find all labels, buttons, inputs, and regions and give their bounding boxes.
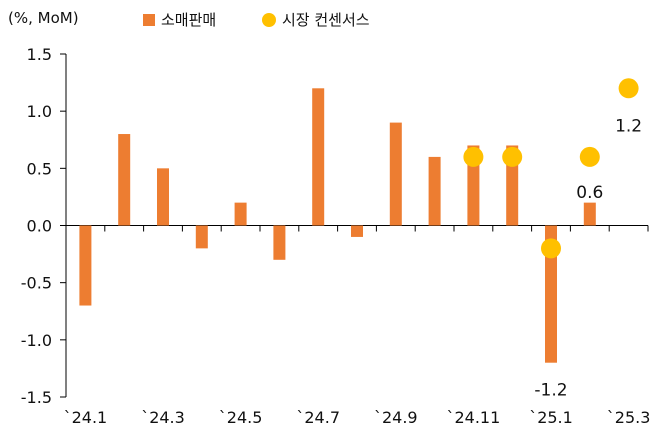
bar-retail-sales xyxy=(273,225,286,260)
y-tick-label: -1.0 xyxy=(21,331,52,350)
dot-consensus xyxy=(618,78,639,99)
y-tick-label: 1.0 xyxy=(27,102,52,121)
x-tick-label: `25.3 xyxy=(607,408,651,427)
data-label: 0.6 xyxy=(576,183,603,203)
legend-label-retail-sales: 소매판매 xyxy=(161,11,217,29)
dot-consensus xyxy=(579,146,600,167)
legend-bar-swatch xyxy=(143,13,155,26)
bar-retail-sales xyxy=(157,168,169,226)
dot-consensus xyxy=(463,146,484,167)
y-tick-label: 0.5 xyxy=(27,159,52,178)
legend-dot-swatch xyxy=(262,12,276,27)
legend-item-retail-sales: 소매판매 xyxy=(143,9,216,30)
x-tick-label: `24.1 xyxy=(64,408,108,427)
bar-retail-sales xyxy=(583,202,596,226)
bar-retail-sales xyxy=(389,122,402,226)
bar-retail-sales xyxy=(79,225,92,306)
y-tick-label: 1.5 xyxy=(27,45,52,64)
data-label: 1.2 xyxy=(615,116,642,136)
x-tick-label: `24.11 xyxy=(446,408,500,427)
x-tick-label: `24.3 xyxy=(141,408,185,427)
y-tick-label: 0.0 xyxy=(27,217,52,236)
bar-retail-sales xyxy=(351,225,363,237)
y-tick-label: -0.5 xyxy=(21,274,52,293)
legend-label-consensus: 시장 컨센서스 xyxy=(282,11,370,29)
bar-retail-sales xyxy=(312,88,325,226)
x-tick-label: `24.9 xyxy=(374,408,418,427)
dot-consensus xyxy=(502,146,523,167)
bar-retail-sales xyxy=(545,225,557,363)
bar-retail-sales xyxy=(428,156,441,226)
y-tick-label: -1.5 xyxy=(21,388,52,407)
bar-retail-sales xyxy=(118,134,131,226)
legend-item-consensus: 시장 컨센서스 xyxy=(262,9,370,30)
x-tick-label: `24.7 xyxy=(296,408,340,427)
bar-retail-sales xyxy=(234,202,247,226)
data-label: -1.2 xyxy=(534,381,567,401)
y-axis-unit-label: (%, MoM) xyxy=(8,9,79,27)
bar-retail-sales xyxy=(195,225,208,249)
dot-consensus xyxy=(541,238,561,259)
x-tick-label: `25.1 xyxy=(529,408,573,427)
x-tick-label: `24.5 xyxy=(219,408,263,427)
